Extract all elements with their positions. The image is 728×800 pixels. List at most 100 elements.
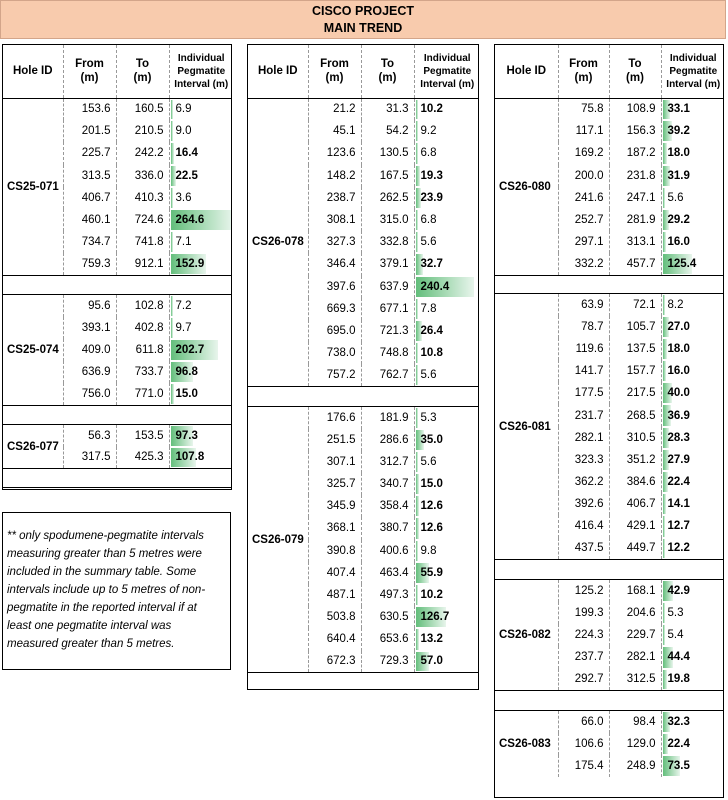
interval-value: 27.0 bbox=[667, 320, 690, 333]
interval-cell: 240.4 bbox=[414, 276, 478, 298]
interval-bar bbox=[415, 429, 424, 450]
to-value: 340.7 bbox=[361, 473, 415, 496]
from-value: 669.3 bbox=[308, 297, 362, 320]
table-row: 252.7 281.9 29.2 bbox=[495, 208, 723, 232]
interval-cell: 202.7 bbox=[169, 339, 231, 361]
block-separator bbox=[248, 672, 478, 689]
interval-bar bbox=[415, 562, 430, 583]
header-from: From (m) bbox=[308, 45, 362, 99]
interval-value: 18.0 bbox=[667, 342, 690, 355]
table-row: 119.6 137.5 18.0 bbox=[495, 337, 723, 361]
from-value: 397.6 bbox=[308, 275, 362, 298]
interval-bar bbox=[415, 651, 430, 672]
to-value: 771.0 bbox=[116, 383, 170, 406]
table-row: 669.3 677.1 7.8 bbox=[248, 297, 478, 320]
from-value: 487.1 bbox=[308, 583, 362, 607]
interval-cell: 7.2 bbox=[169, 295, 231, 317]
table-row: 123.6 130.5 6.8 bbox=[248, 142, 478, 165]
panel-middle: Hole ID From (m) To (m) Individual Pegmatite In… bbox=[247, 44, 479, 690]
interval-value: 42.9 bbox=[667, 585, 690, 598]
to-value: 762.7 bbox=[361, 364, 415, 387]
to-value: 410.3 bbox=[116, 186, 170, 209]
interval-cell: 18.0 bbox=[661, 338, 723, 360]
to-value: 54.2 bbox=[361, 120, 415, 143]
interval-bar bbox=[415, 474, 420, 495]
interval-bar bbox=[170, 165, 176, 186]
interval-bar bbox=[415, 320, 422, 342]
from-value: 148.2 bbox=[308, 164, 362, 187]
table-row: 169.2 187.2 18.0 bbox=[495, 142, 723, 165]
from-value: 175.4 bbox=[558, 755, 610, 778]
interval-bar bbox=[415, 165, 421, 186]
hole-id: CS25-071 bbox=[3, 98, 64, 276]
interval-bar bbox=[662, 405, 672, 426]
block-separator bbox=[3, 468, 231, 489]
interval-bar bbox=[662, 494, 666, 515]
interval-bar bbox=[415, 209, 418, 231]
interval-value: 10.2 bbox=[420, 589, 443, 602]
hole-id: CS26-080 bbox=[495, 98, 559, 276]
to-value: 611.8 bbox=[116, 338, 170, 362]
from-value: 238.7 bbox=[308, 186, 362, 209]
from-value: 738.0 bbox=[308, 342, 362, 365]
interval-cell: 29.2 bbox=[661, 209, 723, 231]
from-value: 327.3 bbox=[308, 231, 362, 254]
interval-bar bbox=[415, 99, 418, 120]
to-value: 384.6 bbox=[609, 471, 662, 494]
to-value: 210.5 bbox=[116, 120, 170, 143]
block-separator bbox=[3, 404, 231, 425]
interval-bar bbox=[662, 602, 665, 624]
interval-value: 10.2 bbox=[420, 103, 443, 116]
table-row: 392.6 406.7 14.1 bbox=[495, 493, 723, 516]
interval-value: 7.1 bbox=[175, 236, 192, 249]
interval-value: 5.3 bbox=[420, 411, 437, 424]
to-value: 217.5 bbox=[609, 382, 662, 405]
interval-bar bbox=[662, 295, 665, 315]
interval-value: 22.5 bbox=[175, 169, 198, 182]
interval-bar bbox=[415, 540, 418, 561]
to-value: 733.7 bbox=[116, 361, 170, 384]
interval-bar bbox=[415, 584, 418, 606]
interval-bar bbox=[170, 317, 173, 338]
to-value: 181.9 bbox=[361, 406, 415, 429]
interval-value: 5.3 bbox=[667, 607, 684, 620]
header-hole-id: Hole ID bbox=[3, 45, 64, 99]
block-separator bbox=[495, 690, 723, 712]
from-value: 672.3 bbox=[308, 650, 362, 673]
from-value: 241.6 bbox=[558, 186, 610, 209]
table-row: 177.5 217.5 40.0 bbox=[495, 382, 723, 405]
from-value: 392.6 bbox=[558, 493, 610, 516]
from-value: 636.9 bbox=[63, 361, 117, 384]
interval-bar bbox=[170, 121, 173, 142]
from-value: 307.1 bbox=[308, 450, 362, 473]
interval-cell: 44.4 bbox=[661, 646, 723, 668]
hole-id: CS25-074 bbox=[3, 294, 64, 406]
interval-cell: 16.4 bbox=[169, 142, 231, 164]
interval-value: 44.4 bbox=[667, 651, 690, 664]
interval-value: 264.6 bbox=[175, 214, 205, 227]
interval-value: 3.6 bbox=[175, 191, 192, 204]
interval-cell: 9.8 bbox=[414, 540, 478, 562]
interval-value: 107.8 bbox=[175, 451, 205, 464]
interval-bar bbox=[415, 365, 418, 385]
interval-bar bbox=[170, 99, 173, 120]
table-row: 397.6 637.9 240.4 bbox=[248, 275, 478, 298]
header-to: To (m) bbox=[116, 45, 170, 99]
from-value: 759.3 bbox=[63, 253, 117, 276]
interval-value: 5.6 bbox=[667, 191, 684, 204]
header-interval: Individual Pegmatite Interval (m) bbox=[414, 45, 478, 99]
interval-cell: 12.2 bbox=[661, 538, 723, 560]
block-separator bbox=[248, 385, 478, 407]
header-hole-id: Hole ID bbox=[495, 45, 559, 99]
interval-cell: 27.9 bbox=[661, 449, 723, 471]
table-row: 45.1 54.2 9.2 bbox=[248, 120, 478, 143]
interval-value: 15.0 bbox=[420, 478, 443, 491]
interval-cell: 10.2 bbox=[414, 98, 478, 120]
interval-value: 6.8 bbox=[420, 147, 437, 160]
table-row: 503.8 630.5 126.7 bbox=[248, 606, 478, 629]
interval-cell: 19.8 bbox=[661, 669, 723, 691]
header-from: From (m) bbox=[63, 45, 117, 99]
interval-cell: 22.4 bbox=[661, 733, 723, 755]
table-row: 237.7 282.1 44.4 bbox=[495, 646, 723, 669]
interval-cell: 22.5 bbox=[169, 165, 231, 187]
